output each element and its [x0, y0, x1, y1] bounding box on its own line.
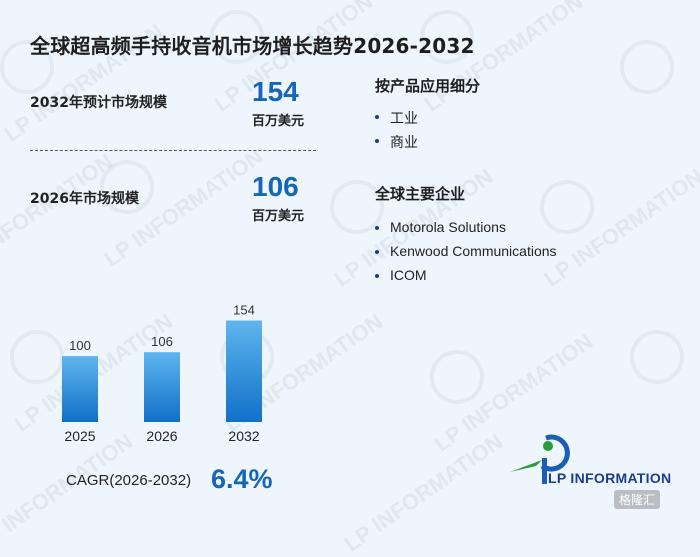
current-size-value: 106 — [252, 171, 299, 202]
list-item: Kenwood Communications — [375, 243, 557, 267]
lp-information-logo — [510, 434, 570, 484]
segments-list: 工业 商业 — [375, 108, 418, 156]
bullet-icon — [375, 226, 379, 230]
current-size-unit: 百万美元 — [252, 209, 305, 224]
forecast-size-value: 154 — [252, 76, 299, 107]
page-title: 全球超高频手持收音机市场增长趋势2026-2032 — [30, 34, 475, 58]
logo-ring-icon — [540, 434, 570, 472]
bullet-icon — [375, 274, 379, 278]
list-item: Motorola Solutions — [375, 219, 557, 243]
watermark-text: LP INFORMATION — [339, 428, 508, 557]
watermark-text: LP INFORMATION — [0, 148, 118, 277]
bar-2025 — [62, 356, 98, 422]
logo-text: LP INFORMATION — [548, 470, 672, 486]
list-item-label: ICOM — [390, 267, 427, 283]
logo-bar-icon — [542, 458, 547, 484]
watermark-logo — [630, 330, 684, 384]
data-label: 106 — [151, 334, 173, 349]
logo-swoosh-icon — [510, 460, 542, 472]
list-item-label: 商业 — [390, 134, 418, 150]
watermark-logo — [430, 350, 484, 404]
logo-dot-icon — [543, 441, 553, 451]
cagr-value: 6.4% — [211, 464, 273, 494]
forecast-size-unit: 百万美元 — [252, 114, 305, 129]
current-size-label: 2026年市场规模 — [30, 191, 139, 207]
list-item: 工业 — [375, 108, 418, 132]
list-item-label: Motorola Solutions — [390, 219, 506, 235]
bullet-icon — [375, 115, 379, 119]
watermark-text: LP INFORMATION — [539, 163, 700, 292]
list-item-label: 工业 — [390, 110, 418, 126]
cagr-label: CAGR(2026-2032) — [66, 472, 192, 489]
list-item: 商业 — [375, 132, 418, 156]
corner-badge: 格隆汇 — [614, 490, 661, 509]
divider — [30, 150, 316, 151]
segments-title: 按产品应用细分 — [375, 77, 481, 95]
companies-list: Motorola Solutions Kenwood Communication… — [375, 219, 557, 291]
bar-2032 — [226, 320, 262, 422]
watermark-logo — [620, 40, 674, 94]
category-label: 2025 — [64, 428, 95, 444]
watermark-text: LP INFORMATION — [99, 143, 268, 272]
data-label: 154 — [233, 303, 255, 318]
bullet-icon — [375, 250, 379, 254]
bullet-icon — [375, 139, 379, 143]
list-item: ICOM — [375, 267, 557, 291]
forecast-size-label: 2032年预计市场规模 — [30, 95, 167, 111]
data-label: 100 — [69, 338, 91, 353]
category-label: 2032 — [228, 428, 259, 444]
bar-2026 — [144, 352, 180, 422]
bar-chart: 100 2025 106 2026 154 2032 — [62, 303, 262, 444]
list-item-label: Kenwood Communications — [390, 243, 557, 259]
companies-title: 全球主要企业 — [375, 185, 466, 203]
category-label: 2026 — [146, 428, 177, 444]
